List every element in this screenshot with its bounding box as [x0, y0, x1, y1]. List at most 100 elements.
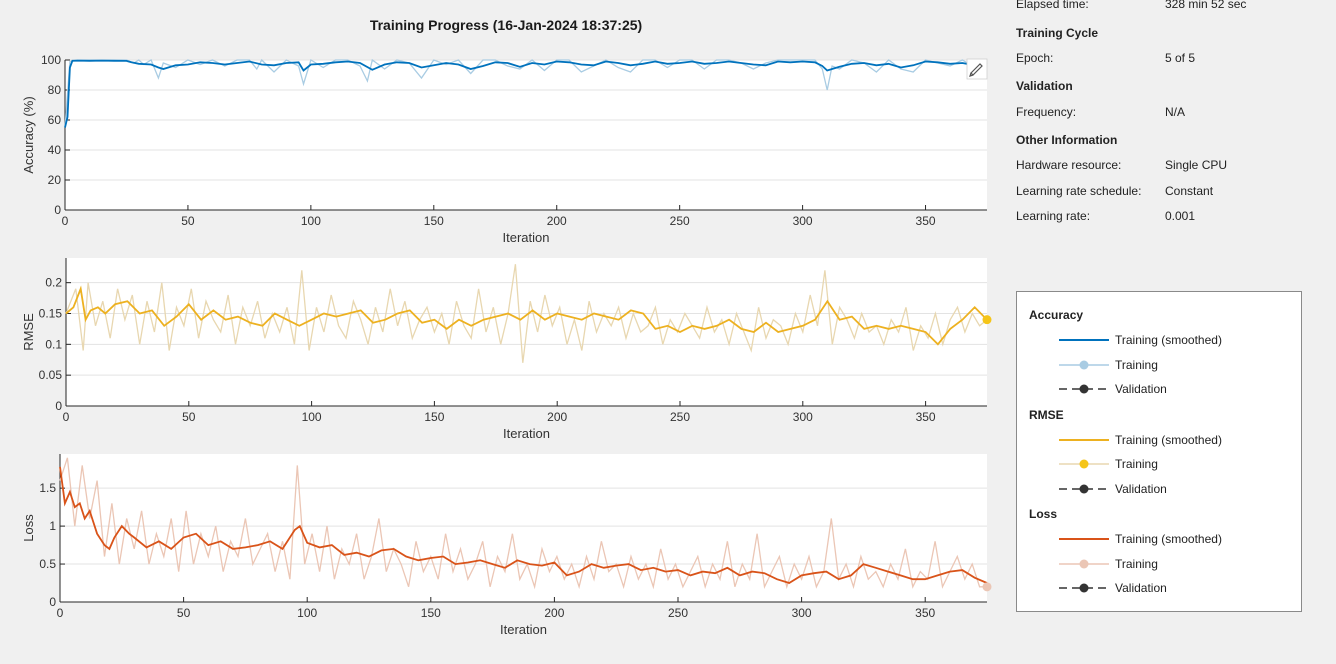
x-tick-label: 200 — [547, 214, 567, 228]
elapsed-time-row: Elapsed time: 328 min 52 sec — [1016, 0, 1326, 13]
chart-title: Training Progress (16-Jan-2024 18:37:25) — [369, 17, 643, 33]
legend-label: Training (smoothed) — [1115, 433, 1222, 447]
x-tick-label: 0 — [62, 214, 69, 228]
x-tick-label: 150 — [421, 606, 441, 620]
other-information-heading: Other Information — [1016, 133, 1118, 147]
rmse-training-line — [65, 264, 988, 363]
accuracy-plot: 0 50 100 150 200 250 300 350 0 20 40 60 80 100 Iterati… — [21, 53, 988, 245]
loss-plot: 0 50 100 150 200 250 300 350 0 0.5 1 1.5 Iteration Lo… — [21, 454, 992, 637]
legend-item-accuracy-validation: Validation — [1059, 381, 1299, 397]
learning-rate-label: Learning rate: — [1016, 209, 1091, 223]
x-tick-label: 0 — [63, 410, 70, 424]
x-tick-label: 250 — [670, 410, 690, 424]
y-tick-label: 0.1 — [45, 337, 62, 351]
legend-heading-loss: Loss — [1029, 507, 1058, 521]
y-tick-label: 40 — [48, 143, 62, 157]
legend-item-accuracy-smoothed: Training (smoothed) — [1059, 332, 1299, 348]
epoch-value: 5 of 5 — [1165, 51, 1196, 65]
learning-rate-value: 0.001 — [1165, 209, 1196, 223]
rmse-last-point-marker — [982, 315, 992, 325]
y-axis-label: RMSE — [21, 313, 36, 351]
epoch-row: Epoch: 5 of 5 — [1016, 51, 1326, 67]
x-tick-label: 250 — [670, 214, 690, 228]
x-tick-label: 150 — [424, 410, 444, 424]
legend-item-loss-validation: Validation — [1059, 580, 1299, 596]
legend-item-rmse-training: Training — [1059, 456, 1299, 472]
y-tick-label: 0.15 — [39, 307, 63, 321]
frequency-row: Frequency: N/A — [1016, 105, 1326, 121]
frequency-value: N/A — [1165, 105, 1186, 119]
validation-heading: Validation — [1016, 79, 1073, 93]
x-axis-label: Iteration — [503, 230, 550, 245]
x-tick-label: 100 — [301, 214, 321, 228]
x-tick-label: 350 — [916, 214, 936, 228]
training-cycle-heading: Training Cycle — [1016, 26, 1099, 40]
y-tick-label: 0 — [49, 595, 56, 609]
legend-item-loss-training: Training — [1059, 556, 1299, 572]
x-tick-label: 200 — [547, 410, 567, 424]
legend-label: Validation — [1115, 382, 1167, 396]
elapsed-time-label: Elapsed time: — [1016, 0, 1089, 11]
y-axis-label: Accuracy (%) — [21, 96, 36, 173]
legend-label: Training — [1115, 557, 1158, 571]
y-tick-label: 20 — [48, 173, 62, 187]
x-tick-label: 250 — [668, 606, 688, 620]
elapsed-time-value: 328 min 52 sec — [1165, 0, 1247, 11]
x-tick-label: 150 — [424, 214, 444, 228]
learning-rate-row: Learning rate: 0.001 — [1016, 209, 1326, 225]
x-tick-label: 50 — [177, 606, 191, 620]
rmse-plot: 0 50 100 150 200 250 300 350 0 0.05 0.1 0.15 0.2 Iter… — [21, 258, 992, 441]
y-tick-label: 1.5 — [39, 481, 56, 495]
x-tick-label: 350 — [915, 606, 935, 620]
lr-schedule-value: Constant — [1165, 184, 1214, 198]
hardware-value: Single CPU — [1165, 158, 1228, 172]
x-tick-label: 100 — [297, 606, 317, 620]
y-tick-label: 60 — [48, 113, 62, 127]
x-tick-label: 350 — [916, 410, 936, 424]
legend-label: Training (smoothed) — [1115, 333, 1222, 347]
plot-area — [65, 60, 987, 210]
legend-item-loss-smoothed: Training (smoothed) — [1059, 531, 1299, 547]
epoch-label: Epoch: — [1016, 51, 1054, 65]
accuracy-smoothed-line — [64, 59, 988, 128]
legend-heading-rmse: RMSE — [1029, 408, 1064, 422]
y-tick-label: 0 — [55, 399, 62, 413]
x-tick-label: 300 — [793, 410, 813, 424]
plot-area — [60, 454, 987, 602]
loss-smoothed-line — [59, 466, 988, 584]
y-axis-label: Loss — [21, 514, 36, 542]
x-tick-label: 50 — [182, 410, 196, 424]
lr-schedule-row: Learning rate schedule: Constant — [1016, 184, 1326, 200]
y-tick-label: 0.05 — [39, 368, 63, 382]
loss-training-line — [59, 457, 987, 590]
x-tick-label: 0 — [57, 606, 64, 620]
x-axis-label: Iteration — [503, 426, 550, 441]
legend-label: Validation — [1115, 581, 1167, 595]
x-tick-label: 300 — [792, 606, 812, 620]
legend-heading-accuracy: Accuracy — [1029, 308, 1084, 322]
x-tick-label: 50 — [181, 214, 195, 228]
edit-icon[interactable] — [966, 58, 988, 80]
legend-item-rmse-smoothed: Training (smoothed) — [1059, 432, 1299, 448]
y-tick-label: 0 — [54, 203, 61, 217]
y-tick-label: 0.5 — [39, 557, 56, 571]
legend-label: Training (smoothed) — [1115, 532, 1222, 546]
legend-label: Training — [1115, 457, 1158, 471]
x-axis-label: Iteration — [500, 622, 547, 637]
legend-item-rmse-validation: Validation — [1059, 481, 1299, 497]
loss-last-point-marker — [982, 582, 992, 592]
y-tick-label: 0.2 — [45, 276, 62, 290]
x-tick-label: 300 — [793, 214, 813, 228]
legend-item-accuracy-training: Training — [1059, 357, 1299, 373]
x-tick-label: 100 — [302, 410, 322, 424]
x-tick-label: 200 — [544, 606, 564, 620]
y-tick-label: 1 — [49, 519, 56, 533]
frequency-label: Frequency: — [1016, 105, 1077, 119]
legend-panel: Accuracy Training (smoothed) Training Va… — [1016, 291, 1302, 612]
hardware-row: Hardware resource: Single CPU — [1016, 158, 1326, 174]
lr-schedule-label: Learning rate schedule: — [1016, 184, 1142, 198]
y-tick-label: 80 — [48, 83, 62, 97]
legend-label: Training — [1115, 358, 1158, 372]
rmse-smoothed-line — [65, 285, 988, 346]
hardware-label: Hardware resource: — [1016, 158, 1122, 172]
